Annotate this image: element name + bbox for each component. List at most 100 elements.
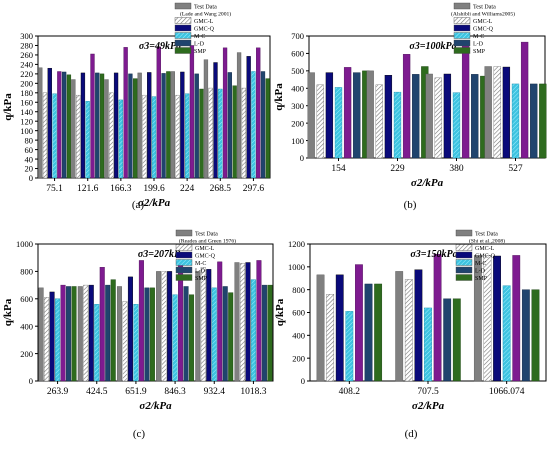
y-tick-label: 600 xyxy=(292,308,305,318)
x-tick-label: 166.3 xyxy=(110,184,132,194)
y-tick-label: 600 xyxy=(291,49,304,59)
bar-smp xyxy=(189,294,195,382)
x-axis-label: σ2/kPa xyxy=(411,177,444,189)
y-tick-label: 300 xyxy=(20,31,33,41)
bar-m-c xyxy=(151,96,157,179)
x-tick-label: 651.9 xyxy=(125,387,147,397)
y-tick-label: 140 xyxy=(20,107,33,117)
bar-m-c xyxy=(393,91,402,159)
legend-swatch xyxy=(453,24,471,32)
bar-l-d xyxy=(144,287,150,382)
legend-entry: Test Data xyxy=(473,5,496,11)
y-tick-label: 800 xyxy=(20,267,33,277)
bar-test-data xyxy=(38,287,44,382)
x-tick-label: 380 xyxy=(449,164,464,174)
bar-m-c xyxy=(185,93,190,179)
legend-source: (Alshibli and Williams2005) xyxy=(451,11,515,18)
x-tick-label: 408.2 xyxy=(339,387,361,397)
bar-gmc-q xyxy=(113,72,119,179)
bar-gmc-l xyxy=(326,294,335,382)
bar-purple xyxy=(138,260,144,382)
bar-m-c xyxy=(172,294,178,382)
bar-l-d xyxy=(128,73,133,179)
bar-l-d xyxy=(471,74,479,159)
bar-m-c xyxy=(334,87,343,159)
bar-purple xyxy=(256,260,262,382)
bar-gmc-l xyxy=(161,271,167,382)
bar-l-d xyxy=(222,286,228,382)
panel-label: (a) xyxy=(132,199,145,211)
legend: Test Data(Reades and Green 1976)GMC-L GMC… xyxy=(175,229,236,282)
bar-m-c xyxy=(118,99,123,179)
bar-test-data xyxy=(38,67,43,179)
y-tick-label: 200 xyxy=(291,118,304,128)
plot-frame xyxy=(37,243,274,382)
bar-smp xyxy=(71,286,77,382)
legend: Test Data(Lade and Wang 2001)GMC-L GMC-QM… xyxy=(174,2,231,55)
y-tick-label: 0 xyxy=(29,376,33,386)
y-axis-label: q/kPa xyxy=(273,83,285,111)
legend-swatch xyxy=(453,47,471,54)
bar-gmc-q xyxy=(49,291,55,382)
bar-l-d xyxy=(105,284,111,382)
bar-m-c xyxy=(52,93,57,179)
bar-smp xyxy=(539,83,547,159)
bar-purple xyxy=(123,47,128,179)
bar-m-c xyxy=(55,298,61,382)
y-tick-label: 280 xyxy=(20,41,33,51)
x-axis-label: σ2/kPa xyxy=(138,197,171,209)
x-axis-label: σ2/kPa xyxy=(139,400,172,412)
bar-smp xyxy=(267,284,273,382)
panel-label: (d) xyxy=(405,428,418,440)
bar-gmc-l xyxy=(483,255,492,382)
bar-m-c xyxy=(211,287,217,382)
legend-swatch xyxy=(455,266,473,274)
x-tick-label: 268.5 xyxy=(210,184,232,194)
legend-swatch xyxy=(174,47,192,54)
x-tick-label: 527 xyxy=(508,164,523,174)
chart-title: σ3=207kPa xyxy=(138,249,185,260)
bar-smp xyxy=(265,78,270,179)
x-tick-label: 154 xyxy=(331,164,346,174)
bar-gmc-l xyxy=(83,284,89,382)
bar-test-data xyxy=(307,72,315,159)
bar-l-d xyxy=(227,72,232,179)
y-tick-label: 80 xyxy=(25,135,34,145)
bar-purple xyxy=(189,45,195,179)
bar-smp xyxy=(110,279,116,382)
legend-swatch xyxy=(453,17,471,24)
bar-l-d xyxy=(364,283,373,382)
bar-gmc-q xyxy=(335,274,344,382)
legend-swatch xyxy=(455,244,473,251)
panel-label: (b) xyxy=(404,199,417,211)
bar-gmc-q xyxy=(88,284,94,382)
bar-gmc-l xyxy=(239,262,245,382)
bar-l-d xyxy=(66,286,72,382)
legend-swatch xyxy=(174,17,192,24)
legend-entry: M-C xyxy=(473,34,484,40)
legend-swatch xyxy=(175,266,193,274)
x-tick-label: 199.6 xyxy=(143,184,165,194)
bar-smp xyxy=(452,298,461,382)
bar-test-data xyxy=(316,274,325,382)
bar-gmc-l xyxy=(44,297,50,382)
bar-gmc-l xyxy=(109,92,114,179)
bar-purple xyxy=(355,264,363,382)
bar-gmc-q xyxy=(443,73,452,159)
legend-entry: M-C xyxy=(195,261,206,267)
y-tick-label: 1000 xyxy=(16,239,33,249)
legend-swatch xyxy=(453,39,471,47)
legend-entry: L-D xyxy=(475,269,486,275)
bar-gmc-q xyxy=(213,62,218,179)
y-tick-label: 40 xyxy=(25,154,34,164)
bar-gmc-l xyxy=(175,94,180,179)
y-tick-label: 0 xyxy=(29,173,33,183)
y-tick-label: 400 xyxy=(291,83,304,93)
legend-entry: SMP xyxy=(473,49,486,55)
bar-gmc-q xyxy=(167,271,173,382)
bar-gmc-l xyxy=(434,77,442,159)
y-tick-label: 20 xyxy=(25,164,34,174)
legend-entry: Test Data xyxy=(194,5,217,11)
bar-gmc-l xyxy=(493,66,501,159)
